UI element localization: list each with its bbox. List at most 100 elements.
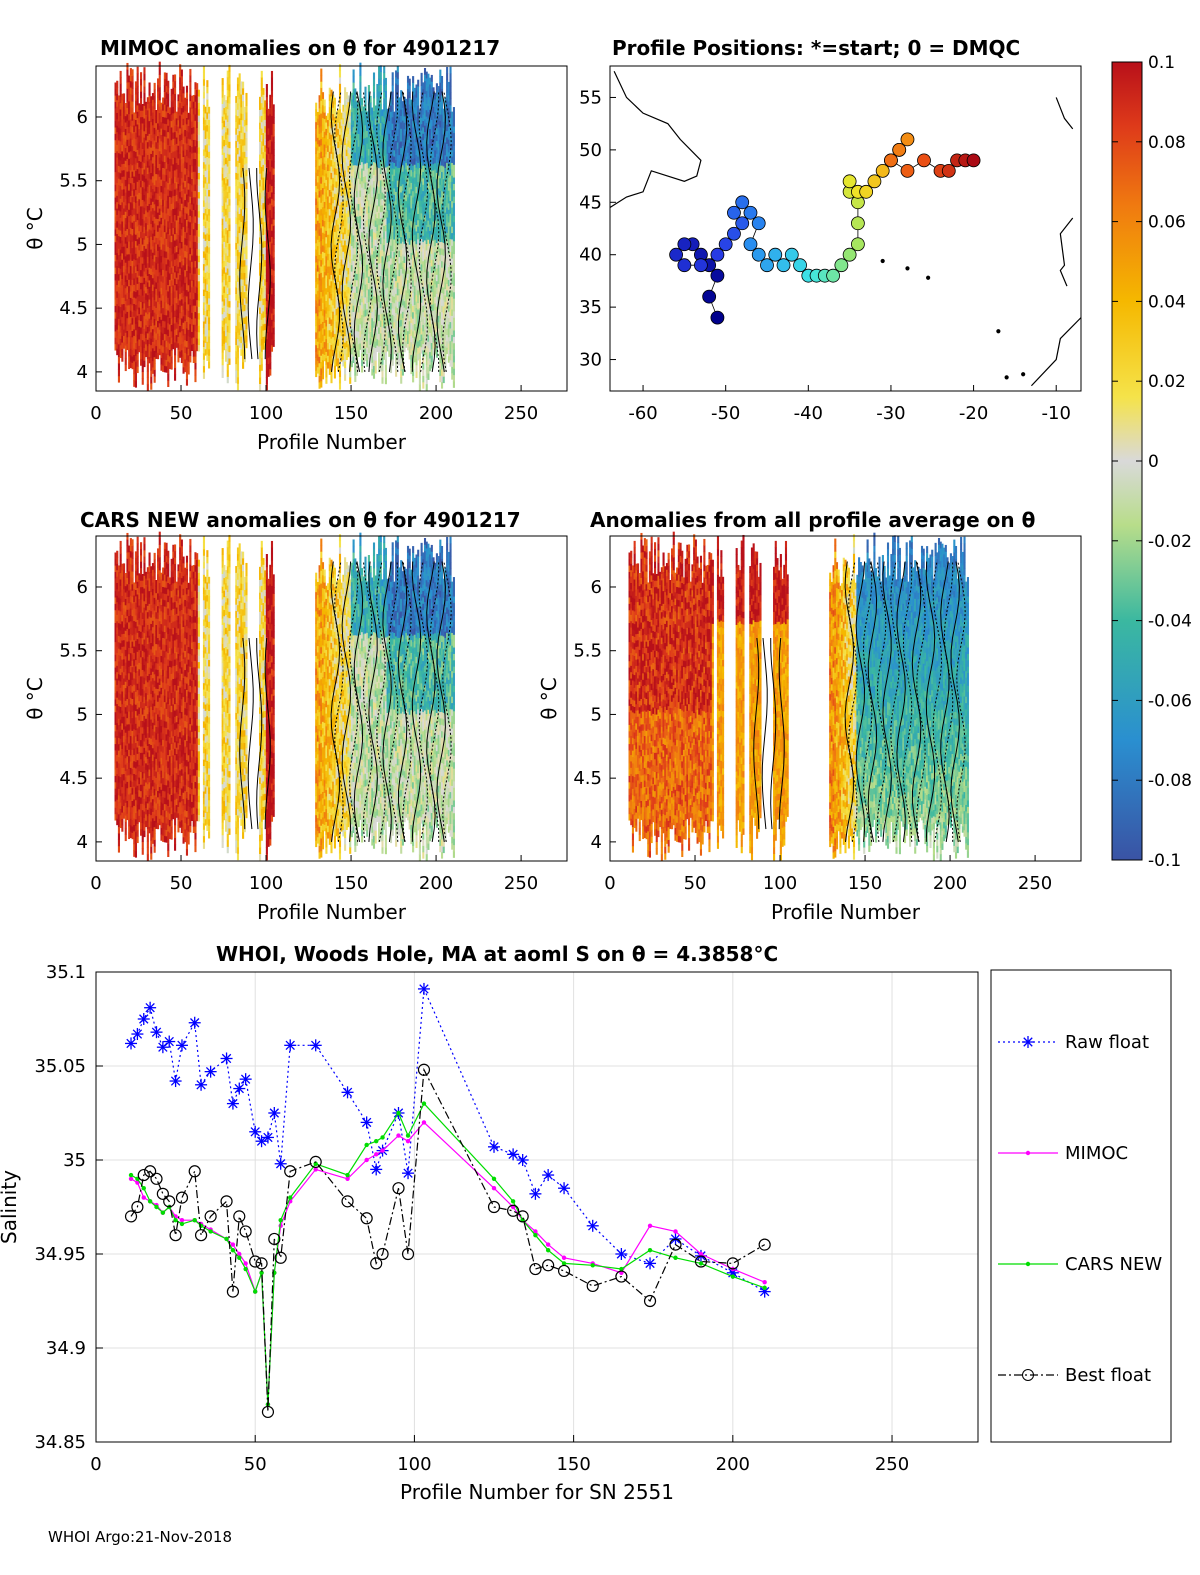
heatmap-cell [153,299,156,307]
heatmap-cell [223,311,226,319]
heatmap-cell [333,250,336,258]
heatmap-cell [180,228,183,236]
heatmap-cell [328,113,331,120]
heatmap-cell [196,95,199,103]
heatmap-cell [197,331,200,339]
heatmap-cell [225,323,228,330]
heatmap-cell [238,124,241,132]
heatmap-cell [136,289,139,297]
heatmap-cell [338,77,342,84]
heatmap-cell [151,169,155,177]
heatmap-cell [145,324,148,332]
heatmap-cell [366,296,369,304]
heatmap-cell [167,150,170,158]
heatmap-cell [374,143,377,151]
heatmap-cell [235,198,238,205]
heatmap-cell [180,184,183,191]
heatmap-cell [379,275,382,283]
heatmap-cell [192,196,195,204]
heatmap-cell [325,370,328,378]
heatmap-cell [150,268,153,276]
heatmap-cell [162,167,165,175]
heatmap-cell [148,209,151,217]
heatmap-cell [185,194,189,201]
heatmap-cell [362,323,365,330]
heatmap-cell [338,153,342,161]
heatmap-cell [155,129,158,136]
heatmap-cell [361,365,364,373]
heatmap-cell [352,145,355,153]
heatmap-cell [117,159,121,166]
heatmap-cell [121,252,124,260]
heatmap-cell [131,330,134,338]
heatmap-cell [143,181,146,189]
heatmap-cell [131,88,134,96]
heatmap-cell [330,357,333,365]
heatmap-cell [354,190,357,198]
heatmap-cell [133,131,136,139]
heatmap-cell [362,170,365,177]
heatmap-cell [133,227,136,234]
heatmap-cell [335,302,338,309]
heatmap-cell [320,202,323,210]
heatmap-cell [371,234,374,242]
heatmap-cell [265,192,268,200]
heatmap-cell [129,272,132,279]
heatmap-cell [243,157,246,165]
heatmap-cell [148,267,151,275]
heatmap-cell [204,278,207,286]
heatmap-cell [160,191,163,199]
heatmap-cell [146,192,149,200]
heatmap-cell [128,183,131,191]
heatmap-cell [347,178,350,186]
heatmap-cell [315,332,318,339]
heatmap-cell [187,303,190,311]
heatmap-cell [141,269,144,277]
heatmap-cell [140,288,143,296]
heatmap-cell [228,262,231,270]
heatmap-cell [338,319,342,326]
heatmap-cell [174,157,177,165]
heatmap-cell [162,263,165,270]
heatmap-cell [265,96,268,104]
heatmap-cell [123,93,126,101]
heatmap-cell [162,237,165,245]
heatmap-cell [133,335,136,343]
heatmap-cell [325,281,328,289]
heatmap-cell [350,239,353,247]
heatmap-cell [114,158,117,166]
heatmap-cell [116,99,119,107]
heatmap-cell [240,317,243,324]
heatmap-cell [349,287,352,295]
heatmap-cell [119,191,122,199]
heatmap-cell [374,245,377,253]
heatmap-cell [226,363,229,371]
heatmap-cell [379,269,382,276]
heatmap-cell [316,188,319,196]
heatmap-cell [245,290,248,298]
heatmap-cell [168,253,172,261]
heatmap-cell [371,285,374,293]
heatmap-cell [228,84,231,91]
heatmap-cell [129,252,132,260]
heatmap-cell [321,124,325,131]
heatmap-cell [160,166,163,174]
heatmap-cell [328,208,331,216]
heatmap-cell [158,99,161,107]
heatmap-cell [202,231,206,239]
heatmap-cell [182,156,185,164]
heatmap-cell [226,108,229,116]
heatmap-cell [134,342,138,350]
heatmap-cell [376,83,379,91]
heatmap-cell [355,279,359,287]
heatmap-cell [225,342,228,350]
heatmap-cell [196,287,199,294]
heatmap-cell [134,310,138,318]
heatmap-cell [354,107,357,115]
heatmap-cell [185,334,189,342]
heatmap-cell [158,284,161,292]
heatmap-cell [131,222,134,229]
heatmap-cell [179,128,182,135]
heatmap-cell [270,281,274,289]
heatmap-cell [174,227,177,235]
